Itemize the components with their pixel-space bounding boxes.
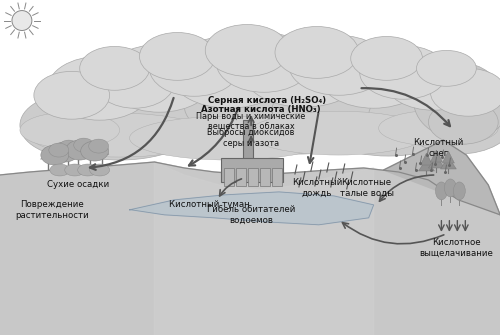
Text: Серная кислота (H₂SO₄): Серная кислота (H₂SO₄): [207, 96, 326, 105]
Ellipse shape: [20, 112, 119, 148]
Ellipse shape: [443, 179, 455, 197]
Ellipse shape: [289, 36, 388, 95]
Ellipse shape: [20, 93, 129, 157]
Ellipse shape: [205, 25, 289, 76]
Ellipse shape: [104, 44, 214, 112]
Ellipse shape: [318, 42, 427, 108]
Ellipse shape: [34, 71, 109, 119]
Ellipse shape: [89, 139, 108, 153]
Polygon shape: [420, 153, 431, 165]
Ellipse shape: [41, 145, 69, 165]
Ellipse shape: [216, 33, 311, 92]
Ellipse shape: [385, 54, 480, 110]
Ellipse shape: [129, 116, 328, 160]
Text: Гибель обитателей
водоемов: Гибель обитателей водоемов: [206, 205, 295, 224]
Text: Кислотный
снег: Кислотный снег: [412, 138, 463, 158]
Ellipse shape: [65, 164, 85, 176]
FancyBboxPatch shape: [235, 168, 245, 186]
Ellipse shape: [81, 141, 108, 161]
Text: Повреждение
растительности: Повреждение растительности: [15, 200, 89, 219]
Ellipse shape: [184, 70, 333, 142]
Ellipse shape: [452, 182, 464, 200]
Text: Сухие осадки: Сухие осадки: [47, 180, 109, 190]
Ellipse shape: [209, 70, 388, 154]
Ellipse shape: [413, 62, 501, 138]
Ellipse shape: [95, 56, 174, 108]
Ellipse shape: [119, 73, 298, 157]
FancyBboxPatch shape: [224, 168, 233, 186]
Ellipse shape: [74, 138, 94, 152]
Polygon shape: [441, 151, 453, 163]
Ellipse shape: [241, 34, 365, 107]
Text: Кислотные
талые воды: Кислотные талые воды: [339, 178, 393, 198]
Polygon shape: [427, 156, 443, 168]
FancyBboxPatch shape: [260, 168, 270, 186]
Ellipse shape: [445, 84, 501, 136]
Text: Азотная кислота (HNO₃): Азотная кислота (HNO₃): [201, 105, 320, 114]
FancyBboxPatch shape: [272, 168, 282, 186]
Ellipse shape: [51, 142, 79, 162]
Ellipse shape: [403, 90, 501, 154]
Ellipse shape: [149, 40, 238, 96]
Text: Кислотный туман: Кислотный туман: [168, 200, 249, 209]
FancyBboxPatch shape: [247, 168, 258, 186]
Ellipse shape: [59, 140, 79, 154]
Ellipse shape: [169, 37, 289, 108]
Polygon shape: [429, 150, 441, 162]
Ellipse shape: [139, 33, 215, 80]
Ellipse shape: [275, 27, 358, 78]
Polygon shape: [0, 162, 499, 335]
Ellipse shape: [48, 56, 151, 120]
Ellipse shape: [80, 46, 149, 90]
Ellipse shape: [416, 50, 475, 86]
Ellipse shape: [308, 80, 467, 156]
Text: Кислотное
выщелачивание: Кислотное выщелачивание: [418, 238, 492, 257]
Text: Пары воды и химические
вещества в облаках: Пары воды и химические вещества в облака…: [196, 113, 305, 132]
Ellipse shape: [50, 164, 70, 176]
Ellipse shape: [49, 143, 69, 157]
Text: Кислотный
дождь: Кислотный дождь: [291, 178, 341, 198]
Polygon shape: [418, 159, 433, 171]
FancyBboxPatch shape: [221, 158, 283, 182]
Ellipse shape: [35, 80, 204, 160]
Ellipse shape: [427, 100, 497, 144]
Ellipse shape: [434, 182, 446, 200]
Ellipse shape: [350, 37, 422, 80]
Polygon shape: [383, 140, 499, 215]
FancyBboxPatch shape: [242, 120, 253, 180]
Ellipse shape: [66, 140, 94, 160]
Ellipse shape: [30, 113, 209, 157]
Ellipse shape: [99, 73, 238, 143]
Ellipse shape: [90, 164, 109, 176]
Ellipse shape: [368, 85, 487, 145]
Polygon shape: [154, 162, 373, 335]
Ellipse shape: [78, 164, 98, 176]
Polygon shape: [439, 157, 455, 169]
Text: Выбросы диоксидов
серы и азота: Выбросы диоксидов серы и азота: [207, 128, 294, 148]
Ellipse shape: [359, 45, 446, 99]
Ellipse shape: [378, 110, 497, 146]
Polygon shape: [129, 192, 373, 225]
Ellipse shape: [429, 68, 501, 116]
Ellipse shape: [272, 76, 415, 144]
Circle shape: [12, 10, 32, 31]
Ellipse shape: [248, 111, 427, 155]
